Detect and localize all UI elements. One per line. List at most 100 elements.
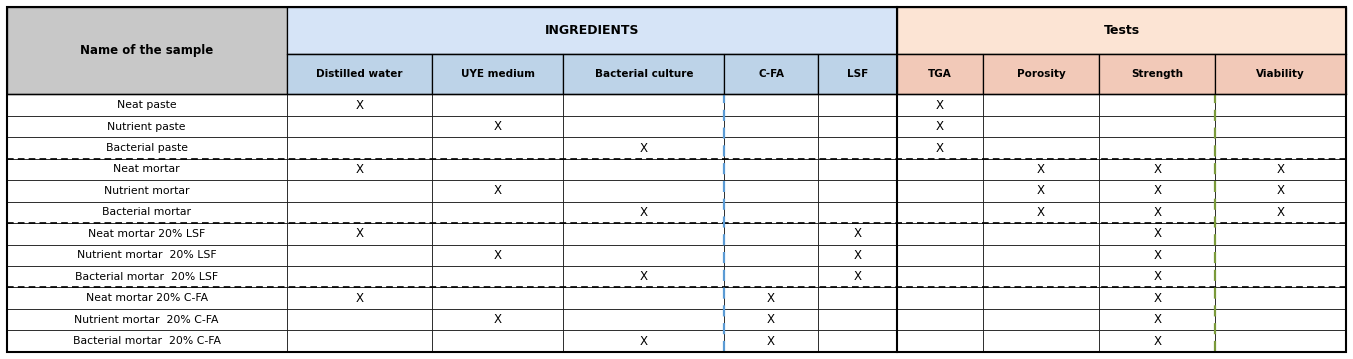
Text: Nutrient mortar  20% C-FA: Nutrient mortar 20% C-FA (74, 314, 219, 325)
Bar (817, 180, 897, 202)
Bar (1099, 180, 1215, 202)
Bar (724, 180, 817, 202)
Bar (563, 330, 724, 352)
Bar (984, 54, 1099, 94)
Bar (287, 159, 433, 180)
Text: Neat mortar 20% LSF: Neat mortar 20% LSF (88, 229, 206, 239)
Text: X: X (1038, 185, 1045, 197)
Bar (984, 309, 1099, 330)
Bar (817, 330, 897, 352)
Bar (433, 202, 563, 223)
Bar (433, 159, 563, 180)
Bar (724, 137, 817, 159)
Bar (563, 116, 724, 137)
Text: X: X (1153, 335, 1161, 348)
Text: X: X (936, 120, 944, 133)
Bar (984, 244, 1099, 266)
Text: Neat mortar: Neat mortar (114, 164, 180, 174)
Bar (1099, 202, 1215, 223)
Bar (433, 94, 563, 116)
Bar (433, 223, 563, 244)
Text: X: X (356, 292, 364, 305)
Bar (897, 54, 984, 94)
Text: Nutrient paste: Nutrient paste (107, 122, 185, 131)
Bar (7, 309, 287, 330)
Text: Tests: Tests (1104, 24, 1139, 37)
Text: X: X (1153, 185, 1161, 197)
Text: X: X (936, 99, 944, 112)
Bar (1099, 330, 1215, 352)
Bar (7, 223, 287, 244)
Bar (897, 266, 984, 288)
Bar (897, 309, 984, 330)
Bar (287, 7, 897, 54)
Bar (1215, 202, 1346, 223)
Bar (1215, 288, 1346, 309)
Text: X: X (1153, 313, 1161, 326)
Bar (7, 244, 287, 266)
Text: X: X (1153, 206, 1161, 219)
Bar (287, 94, 433, 116)
Bar (817, 137, 897, 159)
Bar (7, 180, 287, 202)
Bar (817, 202, 897, 223)
Text: X: X (494, 313, 502, 326)
Text: X: X (854, 270, 862, 283)
Bar (984, 159, 1099, 180)
Bar (287, 330, 433, 352)
Bar (724, 94, 817, 116)
Text: X: X (356, 163, 364, 176)
Text: X: X (494, 185, 502, 197)
Bar (287, 116, 433, 137)
Text: X: X (1277, 163, 1285, 176)
Bar (724, 159, 817, 180)
Bar (563, 244, 724, 266)
Bar (984, 202, 1099, 223)
Text: X: X (640, 270, 648, 283)
Text: X: X (854, 249, 862, 262)
Bar (817, 288, 897, 309)
Text: Nutrient mortar  20% LSF: Nutrient mortar 20% LSF (77, 250, 216, 260)
Text: UYE medium: UYE medium (461, 69, 534, 79)
Bar (1215, 137, 1346, 159)
Bar (1099, 266, 1215, 288)
Bar (817, 116, 897, 137)
Bar (1215, 266, 1346, 288)
Bar (7, 159, 287, 180)
Bar (563, 137, 724, 159)
Text: X: X (356, 99, 364, 112)
Bar (897, 288, 984, 309)
Text: X: X (494, 249, 502, 262)
Text: Porosity: Porosity (1016, 69, 1066, 79)
Bar (1215, 309, 1346, 330)
Bar (7, 202, 287, 223)
Text: Bacterial mortar: Bacterial mortar (103, 208, 191, 217)
Bar (984, 266, 1099, 288)
Bar (724, 244, 817, 266)
Bar (1215, 116, 1346, 137)
Bar (287, 223, 433, 244)
Bar (287, 309, 433, 330)
Text: X: X (640, 335, 648, 348)
Bar (563, 159, 724, 180)
Text: X: X (1153, 163, 1161, 176)
Bar (1099, 94, 1215, 116)
Bar (984, 180, 1099, 202)
Bar (7, 137, 287, 159)
Bar (7, 94, 287, 116)
Bar (563, 223, 724, 244)
Bar (817, 54, 897, 94)
Text: X: X (1038, 206, 1045, 219)
Text: TGA: TGA (928, 69, 951, 79)
Bar (7, 7, 287, 94)
Bar (433, 330, 563, 352)
Bar (7, 266, 287, 288)
Bar (1215, 54, 1346, 94)
Bar (817, 244, 897, 266)
Bar (563, 54, 724, 94)
Text: Bacterial culture: Bacterial culture (594, 69, 693, 79)
Bar (563, 288, 724, 309)
Bar (287, 244, 433, 266)
Text: Strength: Strength (1131, 69, 1184, 79)
Bar (563, 202, 724, 223)
